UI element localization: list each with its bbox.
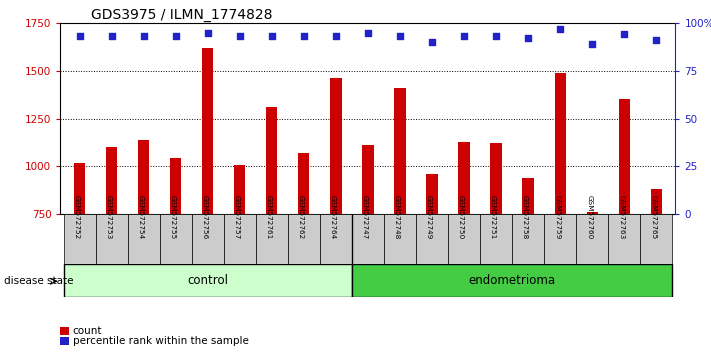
Text: GSM572754: GSM572754 — [138, 195, 144, 239]
Point — [587, 41, 598, 47]
Bar — [96, 214, 128, 264]
Bar — [512, 214, 544, 264]
Bar — [170, 158, 181, 214]
Bar — [448, 214, 480, 264]
Point — [395, 34, 406, 39]
Text: GDS3975 / ILMN_1774828: GDS3975 / ILMN_1774828 — [91, 8, 273, 22]
Bar — [619, 99, 630, 214]
Text: GSM572757: GSM572757 — [234, 195, 240, 239]
Bar — [352, 264, 672, 297]
Bar — [640, 214, 672, 264]
Bar — [587, 212, 598, 214]
Point — [330, 34, 341, 39]
Bar — [608, 214, 640, 264]
Point — [491, 34, 502, 39]
Bar — [363, 145, 373, 214]
Bar — [555, 73, 566, 214]
Bar — [60, 337, 69, 345]
Point — [138, 34, 149, 39]
Bar — [106, 147, 117, 214]
Text: disease state: disease state — [4, 276, 73, 286]
Text: GSM572759: GSM572759 — [554, 195, 560, 239]
Text: GSM572763: GSM572763 — [618, 195, 624, 239]
Point — [74, 34, 85, 39]
Point — [555, 26, 566, 32]
Point — [427, 39, 438, 45]
Text: GSM572751: GSM572751 — [490, 195, 496, 239]
Bar — [74, 162, 85, 214]
Point — [234, 34, 245, 39]
Text: GSM572749: GSM572749 — [426, 195, 432, 239]
Bar — [266, 107, 277, 214]
Text: GSM572748: GSM572748 — [394, 195, 400, 239]
Text: endometrioma: endometrioma — [469, 274, 556, 287]
Text: GSM572747: GSM572747 — [362, 195, 368, 239]
Text: control: control — [187, 274, 228, 287]
Bar — [320, 214, 352, 264]
Bar — [395, 88, 405, 214]
Bar — [544, 214, 576, 264]
Text: count: count — [73, 326, 102, 336]
Point — [266, 34, 277, 39]
Bar — [256, 214, 288, 264]
Point — [202, 30, 213, 35]
Text: GSM572761: GSM572761 — [266, 195, 272, 239]
Bar — [234, 165, 245, 214]
Point — [523, 35, 534, 41]
Bar — [64, 264, 352, 297]
Point — [619, 32, 630, 37]
Bar — [160, 214, 192, 264]
Bar — [138, 139, 149, 214]
Bar — [224, 214, 256, 264]
Text: GSM572765: GSM572765 — [651, 195, 656, 239]
Bar — [64, 214, 96, 264]
Bar — [352, 214, 384, 264]
Bar — [427, 174, 437, 214]
Bar — [331, 79, 341, 214]
Bar — [651, 189, 662, 214]
Text: GSM572764: GSM572764 — [330, 195, 336, 239]
Text: GSM572758: GSM572758 — [522, 195, 528, 239]
Bar — [523, 178, 534, 214]
Text: GSM572755: GSM572755 — [170, 195, 176, 239]
Text: percentile rank within the sample: percentile rank within the sample — [73, 336, 248, 346]
Point — [170, 34, 181, 39]
Bar — [60, 327, 69, 335]
Bar — [299, 153, 309, 214]
Bar — [416, 214, 448, 264]
Text: GSM572750: GSM572750 — [458, 195, 464, 239]
Point — [298, 34, 309, 39]
Point — [651, 38, 662, 43]
Bar — [128, 214, 160, 264]
Bar — [459, 142, 470, 214]
Bar — [192, 214, 224, 264]
Bar — [384, 214, 416, 264]
Bar — [480, 214, 512, 264]
Bar — [202, 48, 213, 214]
Point — [362, 30, 373, 35]
Text: GSM572762: GSM572762 — [298, 195, 304, 239]
Text: GSM572756: GSM572756 — [202, 195, 208, 239]
Point — [106, 34, 117, 39]
Bar — [491, 143, 502, 214]
Bar — [576, 214, 608, 264]
Bar — [288, 214, 320, 264]
Text: GSM572753: GSM572753 — [106, 195, 112, 239]
Text: GSM572752: GSM572752 — [74, 195, 80, 239]
Text: GSM572760: GSM572760 — [586, 195, 592, 239]
Point — [459, 34, 470, 39]
